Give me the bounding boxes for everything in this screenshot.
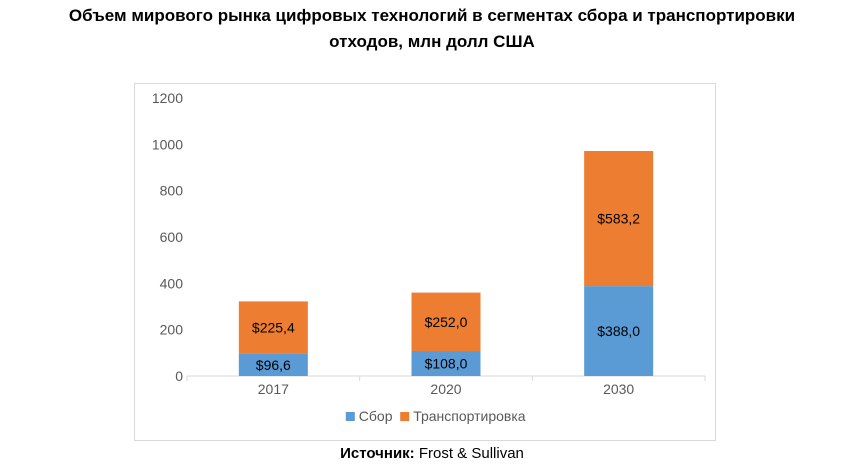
- data-label: $583,2: [597, 211, 640, 227]
- legend-swatch: [345, 412, 355, 421]
- data-label: $96,6: [256, 357, 291, 373]
- source-value: Frost & Sullivan: [418, 445, 524, 462]
- bar-sbor-2030: [584, 286, 654, 376]
- bar-transport-2030: [584, 151, 654, 287]
- chart-title-line-1: Объем мирового рынка цифровых технологий…: [68, 6, 796, 25]
- bar-transport-2017: [238, 301, 308, 354]
- y-tick-label: 200: [160, 322, 184, 338]
- chart-title: Объем мирового рынка цифровых технологий…: [0, 3, 864, 55]
- bar-transport-2020: [411, 292, 481, 351]
- x-tick-label: 2020: [430, 381, 461, 397]
- legend-label: Сбор: [359, 408, 393, 424]
- data-label: $388,0: [597, 323, 640, 339]
- x-tick-label: 2030: [603, 381, 634, 397]
- bar-sbor-2017: [238, 353, 308, 376]
- bar-sbor-2020: [411, 350, 481, 376]
- legend-label: Транспортировка: [413, 408, 526, 424]
- y-tick-label: 600: [160, 229, 184, 245]
- source-note: Источник: Frost & Sullivan: [0, 445, 864, 462]
- data-label: $252,0: [425, 314, 468, 330]
- data-label: $108,0: [425, 355, 468, 371]
- y-tick-label: 1200: [152, 90, 183, 106]
- stacked-bar-chart: 0 200 400 600 800 1000 1200 $96,6 $225,4 2017 $108…: [152, 90, 706, 424]
- data-label: $225,4: [252, 320, 295, 336]
- legend-swatch: [400, 412, 410, 421]
- source-label: Источник:: [340, 445, 415, 462]
- y-tick-label: 400: [160, 275, 184, 291]
- x-tick-label: 2017: [258, 381, 289, 397]
- chart-title-line-2: отходов, млн долл США: [329, 32, 535, 51]
- y-tick-label: 1000: [152, 136, 183, 152]
- y-tick-label: 0: [175, 368, 183, 384]
- y-tick-label: 800: [160, 183, 184, 199]
